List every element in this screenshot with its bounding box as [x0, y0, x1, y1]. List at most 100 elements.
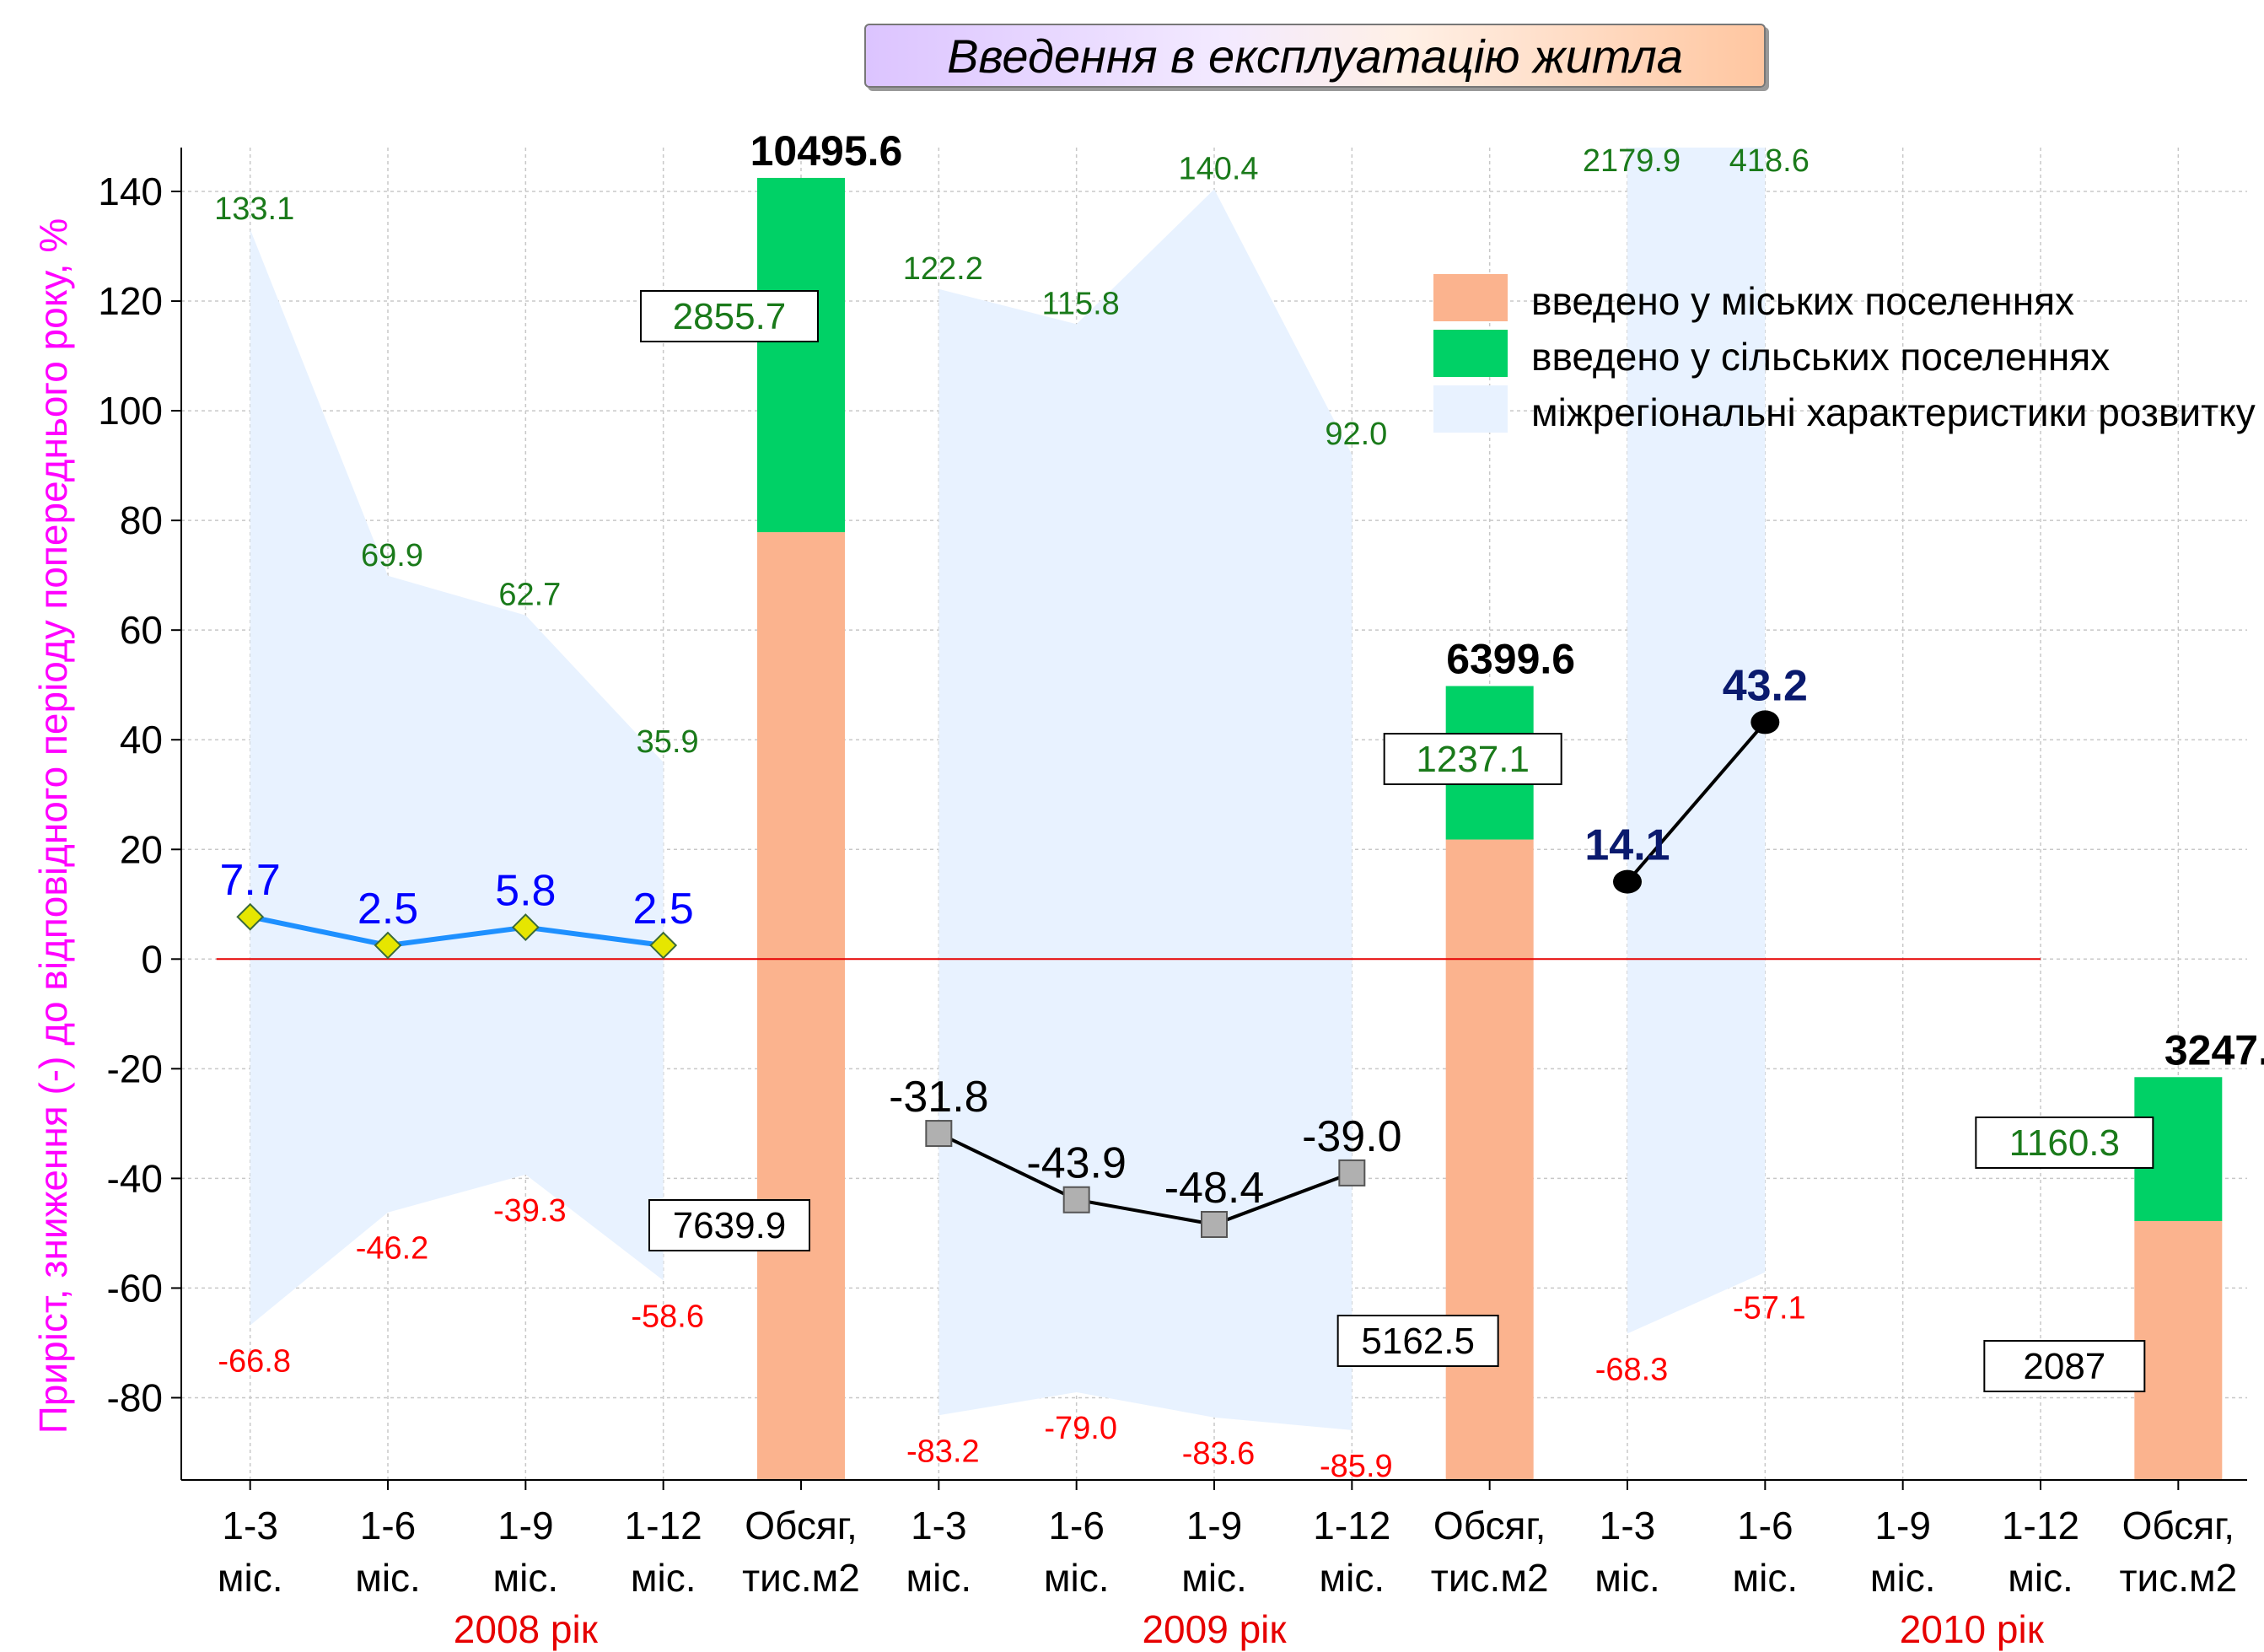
year-group-label: 2008 рік — [454, 1607, 599, 1651]
bar-urban-label: 5162.5 — [1361, 1321, 1475, 1362]
x-tick-label: Обсяг, — [2122, 1504, 2234, 1547]
y-tick-label: 60 — [120, 608, 163, 652]
x-tick-label: міс. — [1870, 1556, 1936, 1600]
x-tick-label: Обсяг, — [1433, 1504, 1546, 1547]
data-point-label: -31.8 — [889, 1073, 989, 1122]
data-point-marker — [1613, 869, 1642, 894]
range-lower-label: -46.2 — [356, 1231, 429, 1267]
data-point-marker — [925, 1120, 953, 1148]
x-tick-label: тис.м2 — [1431, 1556, 1549, 1600]
data-point-marker — [1201, 1211, 1228, 1239]
bar-total-label: 6399.6 — [1446, 636, 1575, 683]
range-upper-label: 2179.9 — [1583, 143, 1681, 179]
data-point-label: 7.7 — [220, 856, 281, 905]
legend-label-range: міжрегіональні характеристики розвитку — [1531, 390, 2256, 434]
bar-total-label: 10495.6 — [750, 127, 903, 175]
range-upper-label: 92.0 — [1325, 417, 1387, 452]
legend-swatch-rural — [1433, 330, 1508, 377]
bar-urban-label-box — [648, 1199, 810, 1251]
range-band-2010 — [1627, 148, 1766, 1334]
x-tick-label: 1-9 — [497, 1504, 553, 1547]
y-tick-label: -80 — [107, 1375, 163, 1419]
x-tick-label: міс. — [1733, 1556, 1799, 1600]
y-tick-label: 0 — [141, 937, 163, 981]
legend-item-urban: введено у міських поселеннях — [1433, 274, 2256, 328]
bar-rural-label-box — [640, 290, 819, 342]
data-point-label: -48.4 — [1164, 1164, 1265, 1213]
series-line-2010 — [1626, 721, 1767, 883]
y-axis-label: Приріст, зниження (-) до відповідного пе… — [31, 218, 75, 1434]
data-point-label: 5.8 — [495, 867, 556, 916]
bar-urban-label: 2087 — [2023, 1346, 2105, 1387]
x-tick-label: 1-12 — [2002, 1504, 2079, 1547]
range-upper-label: 418.6 — [1729, 143, 1810, 179]
x-tick-label: міс. — [218, 1556, 283, 1600]
x-tick-label: 1-3 — [911, 1504, 966, 1547]
legend-swatch-urban — [1433, 274, 1508, 321]
data-point-marker — [1750, 710, 1780, 735]
bar-total-label: 3247.3 — [2165, 1026, 2264, 1074]
x-tick-label: 1-9 — [1186, 1504, 1242, 1547]
y-tick-label: 20 — [120, 827, 163, 871]
range-lower-label: -68.3 — [1595, 1352, 1669, 1387]
x-tick-label: 1-3 — [222, 1504, 277, 1547]
y-tick-label: -40 — [107, 1156, 163, 1200]
y-tick-label: 120 — [98, 279, 163, 323]
legend-swatch-range — [1433, 385, 1508, 433]
legend-item-range: міжрегіональні характеристики розвитку — [1433, 385, 2256, 439]
bar-urban — [757, 532, 845, 1480]
x-tick-label: 1-3 — [1600, 1504, 1655, 1547]
data-point-marker — [1338, 1159, 1366, 1187]
data-point-marker — [649, 931, 678, 960]
y-tick-label: 40 — [120, 718, 163, 761]
bar-rural-label: 2855.7 — [673, 296, 787, 337]
data-point-marker — [1062, 1186, 1090, 1213]
x-tick-label: міс. — [1044, 1556, 1110, 1600]
y-tick-label: 80 — [120, 498, 163, 542]
series-line-2009 — [938, 1132, 1353, 1227]
x-tick-label: міс. — [631, 1556, 696, 1600]
year-group-label: 2009 рік — [1142, 1607, 1287, 1651]
data-point-marker — [374, 931, 402, 960]
range-lower-label: -57.1 — [1733, 1291, 1806, 1326]
x-tick-label: міс. — [906, 1556, 972, 1600]
legend-label-urban: введено у міських поселеннях — [1531, 279, 2074, 323]
range-lower-label: -66.8 — [218, 1344, 291, 1380]
x-tick-label: тис.м2 — [2119, 1556, 2237, 1600]
bar-urban-label-box — [1336, 1315, 1499, 1367]
x-tick-label: 1-6 — [1048, 1504, 1104, 1547]
range-lower-label: -58.6 — [631, 1299, 704, 1334]
x-tick-label: міс. — [1181, 1556, 1247, 1600]
x-tick-label: тис.м2 — [742, 1556, 860, 1600]
range-upper-label: 69.9 — [361, 538, 423, 573]
range-lower-label: -83.6 — [1182, 1436, 1256, 1472]
range-lower-label: -79.0 — [1044, 1411, 1117, 1446]
y-tick-label: -60 — [107, 1266, 163, 1310]
x-tick-label: 1-12 — [625, 1504, 702, 1547]
x-tick-label: міс. — [2008, 1556, 2073, 1600]
range-upper-label: 140.4 — [1178, 151, 1258, 186]
x-tick-label: 1-6 — [1737, 1504, 1793, 1547]
data-point-label: 14.1 — [1584, 821, 1670, 870]
x-tick-label: 1-12 — [1313, 1504, 1390, 1547]
range-upper-label: 122.2 — [903, 251, 983, 287]
range-upper-label: 115.8 — [1042, 286, 1120, 321]
range-lower-label: -39.3 — [493, 1193, 567, 1229]
x-tick-label: Обсяг, — [745, 1504, 857, 1547]
data-point-label: -43.9 — [1026, 1139, 1127, 1188]
year-group-label: 2010 рік — [1900, 1607, 2045, 1651]
legend-label-rural: введено у сільських поселеннях — [1531, 335, 2111, 379]
y-tick-label: 140 — [98, 170, 163, 213]
range-upper-label: 35.9 — [637, 724, 699, 760]
range-band-2009 — [938, 189, 1352, 1430]
x-tick-label: міс. — [1594, 1556, 1660, 1600]
bar-rural-label: 1237.1 — [1416, 739, 1530, 780]
x-tick-label: міс. — [1320, 1556, 1385, 1600]
range-upper-label: 133.1 — [214, 191, 294, 227]
x-tick-label: міс. — [493, 1556, 559, 1600]
bar-rural-label-box — [1975, 1117, 2154, 1169]
data-point-label: 43.2 — [1723, 661, 1808, 710]
bar-urban — [1445, 839, 1534, 1480]
y-tick-label: 100 — [98, 389, 163, 433]
